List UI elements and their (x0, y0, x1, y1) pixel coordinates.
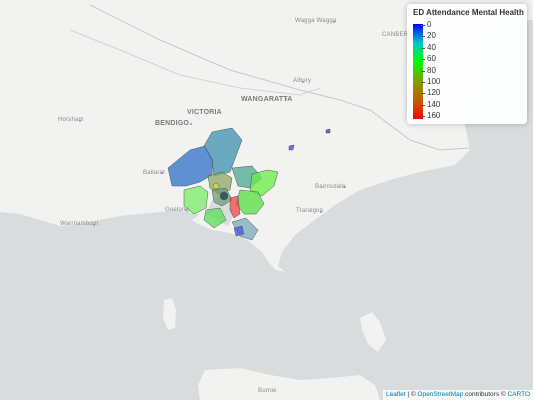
label-wangaratta: WANGARATTA (241, 96, 293, 103)
attribution-contrib: contributors © (463, 391, 508, 398)
legend-tick-mark (421, 116, 425, 117)
leaflet-link[interactable]: Leaflet (385, 391, 406, 398)
choropleth-regions[interactable] (167, 127, 331, 241)
label-burnie: Burnie (258, 388, 277, 394)
label-bairnsdale: Bairnsdale (315, 184, 346, 190)
legend-tick-label: 60 (427, 54, 436, 64)
legend-tick-mark (421, 70, 425, 72)
region-phillip (233, 225, 245, 237)
label-ballarat: Ballarat (143, 170, 165, 176)
legend-tick-label: 160 (427, 111, 441, 120)
region-yellow-dot (212, 182, 220, 190)
label-victoria: VICTORIA (187, 109, 222, 116)
legend: ED Attendance Mental Health 0 20 40 60 80 100… (407, 4, 527, 124)
legend-tick-label: 100 (427, 76, 441, 86)
label-canberra: CANBER (382, 32, 409, 38)
legend-tick-label: 140 (427, 99, 441, 109)
label-horsham: Horsham (58, 117, 84, 123)
map-attribution: Leaflet | © OpenStreetMap contributors ©… (382, 390, 533, 400)
label-wagga: Wagga Wagga (295, 18, 337, 24)
legend-tick-label: 120 (427, 88, 441, 98)
carto-link[interactable]: CARTO (507, 391, 530, 398)
king-island (163, 298, 176, 330)
legend-tick-mark (421, 36, 425, 38)
region-melbourne-core (219, 191, 229, 201)
attribution-sep: | © (405, 391, 418, 398)
label-warrnambool: Warrnambool (60, 221, 98, 227)
legend-tick-label: 0 (427, 20, 432, 29)
legend-tick-label: 80 (427, 65, 436, 75)
murray-river (69, 29, 321, 96)
label-geelong: Geelong (165, 207, 190, 213)
legend-tick-mark (421, 47, 425, 49)
region-east (249, 169, 279, 197)
legend-tick-label: 40 (427, 42, 436, 52)
region-north (203, 127, 243, 177)
legend-tick-label: 20 (427, 31, 436, 41)
region-north-small (288, 144, 295, 151)
flinders-island (360, 312, 386, 352)
label-albury: Albury (293, 78, 312, 84)
legend-tick-mark (421, 93, 425, 95)
legend-tick-mark (421, 59, 425, 61)
legend-title: ED Attendance Mental Health (413, 8, 524, 17)
osm-link[interactable]: OpenStreetMap (417, 391, 464, 398)
city-markers (79, 21, 346, 226)
tasmania (198, 368, 380, 400)
label-bendigo: BENDIGO (155, 120, 190, 127)
region-peninsula (229, 195, 241, 219)
state-border (89, 4, 471, 151)
legend-tick-mark (421, 104, 425, 106)
region-ne-dot (325, 128, 331, 134)
label-traralgon: Traralgon (296, 208, 324, 214)
mainland (0, 0, 533, 272)
region-geelong (203, 207, 227, 229)
legend-color-bar (413, 24, 423, 119)
legend-tick-mark (421, 81, 425, 83)
region-west (183, 185, 209, 215)
legend-tick-mark (421, 25, 425, 26)
